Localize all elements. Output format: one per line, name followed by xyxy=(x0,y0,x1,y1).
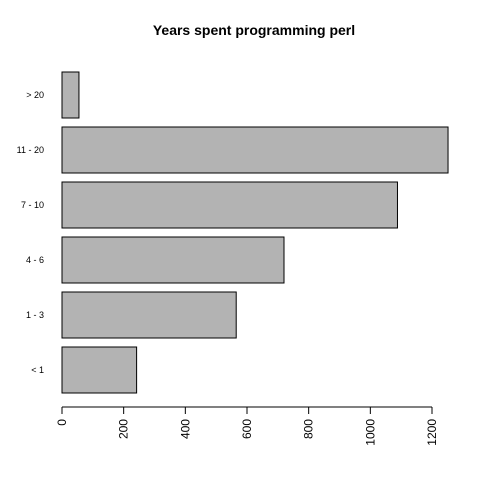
y-tick-label: > 20 xyxy=(26,90,44,100)
bar-2 xyxy=(61,236,285,284)
y-tick-label: 4 - 6 xyxy=(26,255,44,265)
y-tick-label: 7 - 10 xyxy=(21,200,44,210)
x-tick-label: 1200 xyxy=(425,419,439,446)
x-tick-label: 0 xyxy=(55,419,69,426)
x-axis: 0 200 400 600 800 1000 1200 xyxy=(55,406,439,446)
bar-4 xyxy=(61,126,449,174)
y-tick-label: < 1 xyxy=(31,365,44,375)
y-tick-labels: < 1 1 - 3 4 - 6 7 - 10 11 - 20 > 20 xyxy=(17,90,44,375)
x-tick-label: 600 xyxy=(240,419,254,439)
bar-5 xyxy=(61,71,80,119)
y-tick-label: 11 - 20 xyxy=(17,145,44,155)
chart-title: Years spent programming perl xyxy=(153,22,355,38)
x-tick-label: 1000 xyxy=(363,419,377,446)
bar-1 xyxy=(61,291,237,339)
bar-0 xyxy=(61,346,138,394)
bars-group xyxy=(61,71,449,394)
x-tick-label: 200 xyxy=(117,419,131,439)
bar-3 xyxy=(61,181,398,229)
x-tick-label: 400 xyxy=(178,419,192,439)
y-tick-label: 1 - 3 xyxy=(26,310,44,320)
x-tick-label: 800 xyxy=(302,419,316,439)
